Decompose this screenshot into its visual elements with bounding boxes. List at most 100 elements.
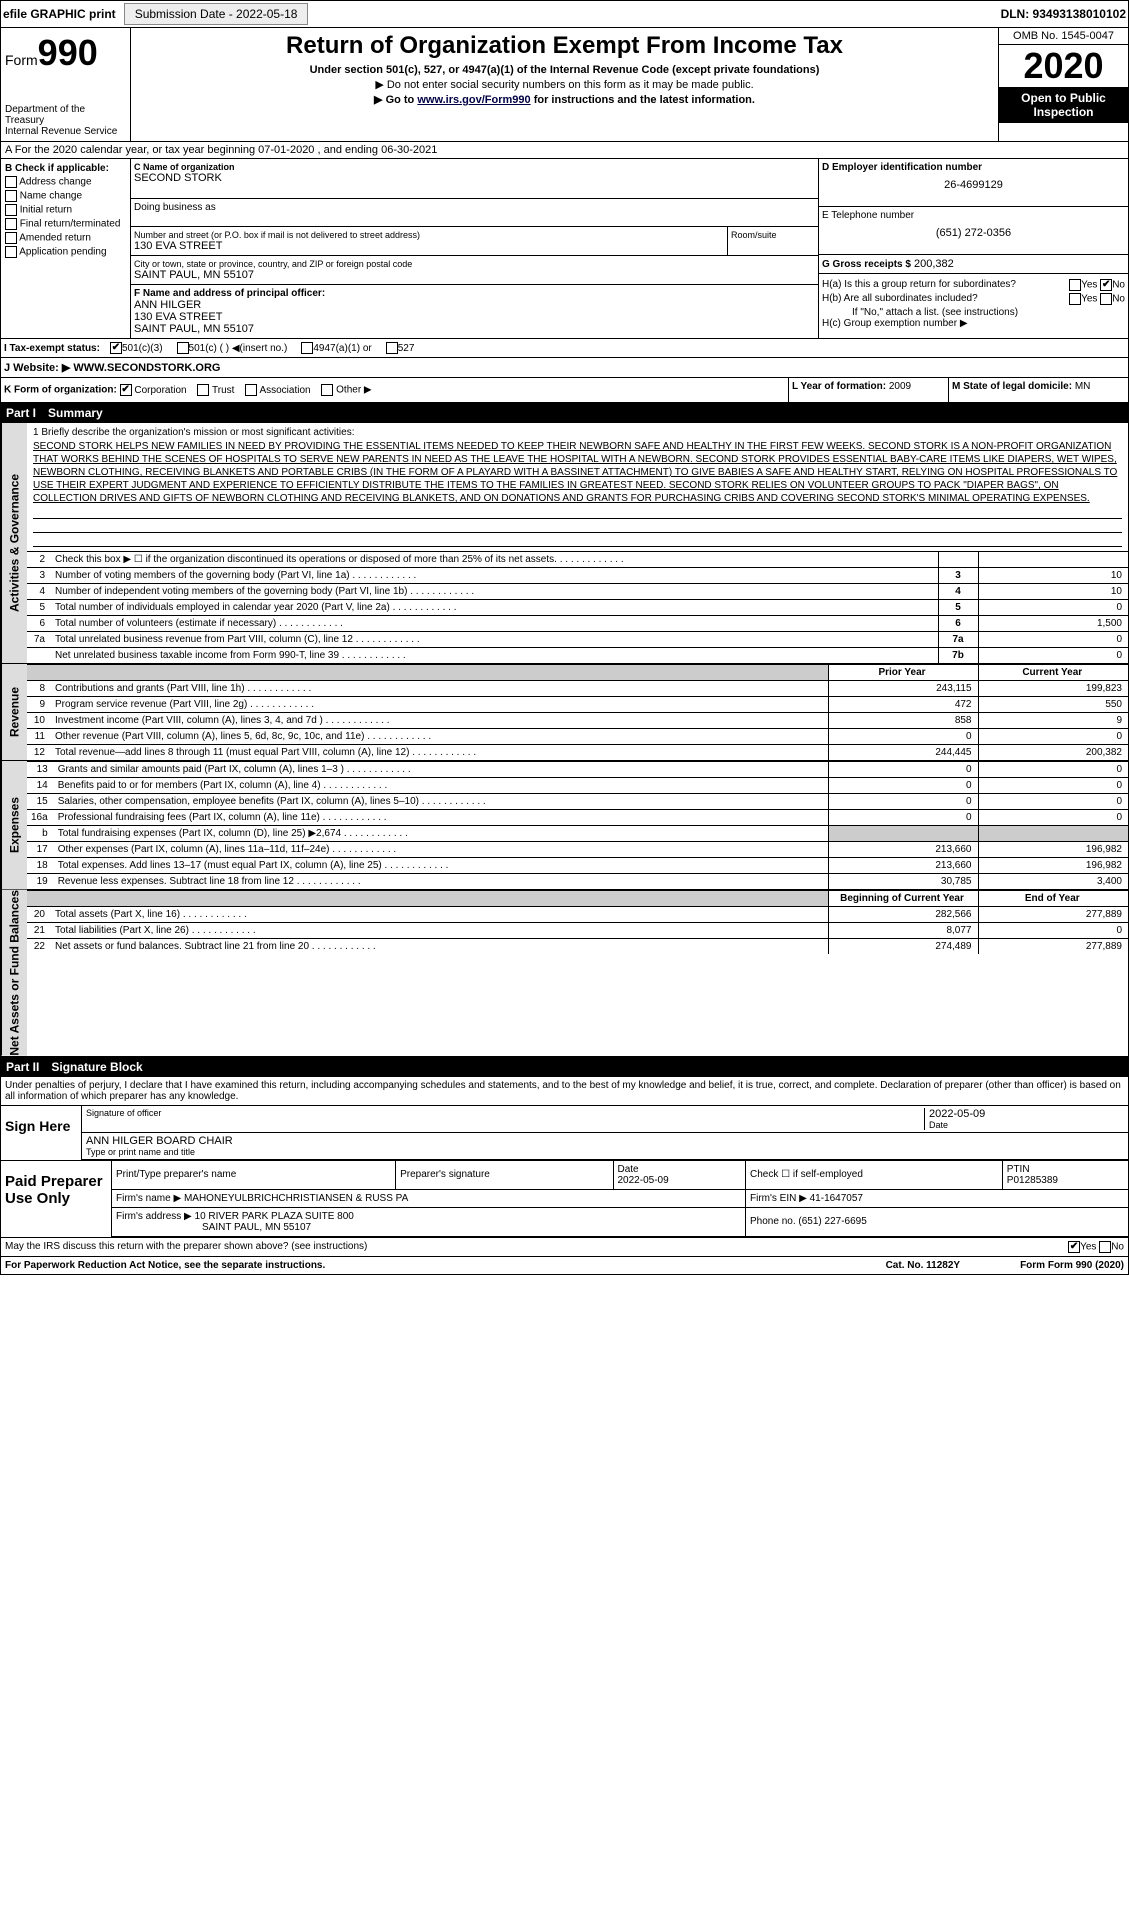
dba-box: Doing business as bbox=[131, 199, 818, 227]
gross-receipts-value: 200,382 bbox=[914, 258, 954, 270]
ein-box: D Employer identification number 26-4699… bbox=[819, 159, 1128, 207]
cb-association[interactable] bbox=[245, 384, 257, 396]
discuss-text: May the IRS discuss this return with the… bbox=[5, 1241, 367, 1253]
section-c-f: C Name of organization SECOND STORK Doin… bbox=[131, 159, 818, 338]
hb-yes-no: Yes No bbox=[1069, 293, 1125, 305]
instructions-link-line: ▶ Go to www.irs.gov/Form990 for instruct… bbox=[135, 93, 994, 106]
prep-col-sig: Preparer's signature bbox=[396, 1161, 613, 1190]
l-value: 2009 bbox=[889, 381, 911, 392]
table-row: 3Number of voting members of the governi… bbox=[27, 568, 1128, 584]
table-row: 5Total number of individuals employed in… bbox=[27, 600, 1128, 616]
officer-addr2: SAINT PAUL, MN 55107 bbox=[134, 323, 815, 335]
table-row: 18Total expenses. Add lines 13–17 (must … bbox=[27, 858, 1128, 874]
header-mid: Return of Organization Exempt From Incom… bbox=[131, 28, 998, 141]
firm-name-cell: Firm's name ▶ MAHONEYULBRICHCHRISTIANSEN… bbox=[112, 1189, 746, 1207]
table-row: 9Program service revenue (Part VIII, lin… bbox=[27, 697, 1128, 713]
footer-row: For Paperwork Reduction Act Notice, see … bbox=[1, 1256, 1128, 1274]
m-label: M State of legal domicile: bbox=[952, 381, 1072, 392]
cb-amended-return[interactable]: Amended return bbox=[5, 232, 126, 244]
table-row: 8Contributions and grants (Part VIII, li… bbox=[27, 681, 1128, 697]
website-url: WWW.SECONDSTORK.ORG bbox=[73, 362, 220, 374]
cb-corporation[interactable]: ✔ bbox=[120, 384, 132, 396]
mission-q: 1 Briefly describe the organization's mi… bbox=[33, 427, 1122, 438]
street-address: 130 EVA STREET bbox=[134, 240, 724, 252]
j-label: J Website: ▶ bbox=[4, 362, 70, 374]
cb-527[interactable] bbox=[386, 342, 398, 354]
table-row: bTotal fundraising expenses (Part IX, co… bbox=[27, 826, 1128, 842]
dept-label: Department of the Treasury Internal Reve… bbox=[5, 104, 126, 137]
table-row: 2Check this box ▶ ☐ if the organization … bbox=[27, 552, 1128, 568]
table-row: 14Benefits paid to or for members (Part … bbox=[27, 778, 1128, 794]
cb-initial-return[interactable]: Initial return bbox=[5, 204, 126, 216]
cb-501c3[interactable]: ✔ bbox=[110, 342, 122, 354]
k-row: K Form of organization: ✔ Corporation Tr… bbox=[0, 378, 1129, 403]
info-grid: B Check if applicable: Address change Na… bbox=[0, 159, 1129, 339]
revenue-section: Revenue Prior YearCurrent Year8Contribut… bbox=[0, 664, 1129, 761]
year-formation: L Year of formation: 2009 bbox=[788, 378, 948, 402]
irs-link[interactable]: www.irs.gov/Form990 bbox=[417, 94, 530, 106]
link-pre: ▶ Go to bbox=[374, 94, 417, 106]
opt-527: 527 bbox=[398, 343, 415, 354]
side-revenue: Revenue bbox=[1, 664, 27, 760]
website-cell: J Website: ▶ WWW.SECONDSTORK.ORG bbox=[1, 358, 1128, 377]
cb-name-change[interactable]: Name change bbox=[5, 190, 126, 202]
form-subtitle: Under section 501(c), 527, or 4947(a)(1)… bbox=[135, 64, 994, 76]
b-header: B Check if applicable: bbox=[5, 163, 126, 174]
part1-title: Summary bbox=[48, 406, 103, 420]
firm-phone-cell: Phone no. (651) 227-6695 bbox=[746, 1207, 1129, 1236]
date-label: Date bbox=[929, 1120, 1124, 1130]
governance-section: Activities & Governance 1 Briefly descri… bbox=[0, 423, 1129, 664]
signature-block: Under penalties of perjury, I declare th… bbox=[0, 1077, 1129, 1275]
street-box: Number and street (or P.O. box if mail i… bbox=[131, 227, 728, 256]
form-header: Form990 Department of the Treasury Inter… bbox=[0, 28, 1129, 142]
table-row: 21Total liabilities (Part X, line 26)8,0… bbox=[27, 923, 1128, 939]
cat-no: Cat. No. 11282Y bbox=[886, 1260, 960, 1271]
form-ref: Form Form 990 (2020) bbox=[1020, 1260, 1124, 1271]
table-row: Net unrelated business taxable income fr… bbox=[27, 648, 1128, 664]
i-label: I Tax-exempt status: bbox=[4, 343, 100, 354]
cb-trust[interactable] bbox=[197, 384, 209, 396]
form-num: 990 bbox=[38, 32, 98, 73]
part2-num: Part II bbox=[6, 1060, 39, 1074]
table-row: 12Total revenue—add lines 8 through 11 (… bbox=[27, 745, 1128, 761]
opt-501c3: 501(c)(3) bbox=[122, 343, 163, 354]
gross-receipts-box: G Gross receipts $ 200,382 bbox=[819, 255, 1128, 274]
expenses-section: Expenses 13Grants and similar amounts pa… bbox=[0, 761, 1129, 890]
section-h: H(a) Is this a group return for subordin… bbox=[819, 274, 1128, 332]
hb-note: If "No," attach a list. (see instruction… bbox=[822, 307, 1125, 318]
table-row: 17Other expenses (Part IX, column (A), l… bbox=[27, 842, 1128, 858]
g-label: G Gross receipts $ bbox=[822, 259, 911, 270]
officer-name: ANN HILGER bbox=[134, 299, 815, 311]
firm-ein-cell: Firm's EIN ▶ 41-1647057 bbox=[746, 1189, 1129, 1207]
cb-application-pending[interactable]: Application pending bbox=[5, 246, 126, 258]
cb-final-return[interactable]: Final return/terminated bbox=[5, 218, 126, 230]
signer-name: ANN HILGER BOARD CHAIR bbox=[86, 1135, 233, 1147]
table-row: 7aTotal unrelated business revenue from … bbox=[27, 632, 1128, 648]
submission-date-button[interactable]: Submission Date - 2022-05-18 bbox=[124, 3, 309, 25]
top-bar: efile GRAPHIC print Submission Date - 20… bbox=[0, 0, 1129, 28]
cb-501c[interactable] bbox=[177, 342, 189, 354]
name-line: ANN HILGER BOARD CHAIR Type or print nam… bbox=[82, 1133, 1128, 1160]
cb-address-change[interactable]: Address change bbox=[5, 176, 126, 188]
opt-501c: 501(c) ( ) ◀(insert no.) bbox=[189, 343, 288, 354]
table-row: 10Investment income (Part VIII, column (… bbox=[27, 713, 1128, 729]
netassets-section: Net Assets or Fund Balances Beginning of… bbox=[0, 890, 1129, 1057]
city-label: City or town, state or province, country… bbox=[134, 259, 815, 269]
tax-period: A For the 2020 calendar year, or tax yea… bbox=[0, 142, 1129, 159]
c-label: C Name of organization bbox=[134, 162, 815, 172]
firm-addr-cell: Firm's address ▶ 10 RIVER PARK PLAZA SUI… bbox=[112, 1207, 746, 1236]
tax-year: 2020 bbox=[999, 45, 1128, 87]
netassets-table: Beginning of Current YearEnd of Year20To… bbox=[27, 890, 1128, 954]
revenue-table: Prior YearCurrent Year8Contributions and… bbox=[27, 664, 1128, 760]
k-label: K Form of organization: bbox=[4, 385, 117, 396]
table-row: 22Net assets or fund balances. Subtract … bbox=[27, 939, 1128, 955]
cb-4947[interactable] bbox=[301, 342, 313, 354]
sig-label: Signature of officer bbox=[86, 1108, 924, 1118]
table-row: 19Revenue less expenses. Subtract line 1… bbox=[27, 874, 1128, 890]
cb-other[interactable] bbox=[321, 384, 333, 396]
side-governance: Activities & Governance bbox=[1, 423, 27, 663]
hb-label: H(b) Are all subordinates included? bbox=[822, 293, 978, 305]
link-post: for instructions and the latest informat… bbox=[531, 94, 755, 106]
discuss-row: May the IRS discuss this return with the… bbox=[1, 1237, 1128, 1256]
ha-yes-no: Yes ✔No bbox=[1069, 279, 1125, 291]
